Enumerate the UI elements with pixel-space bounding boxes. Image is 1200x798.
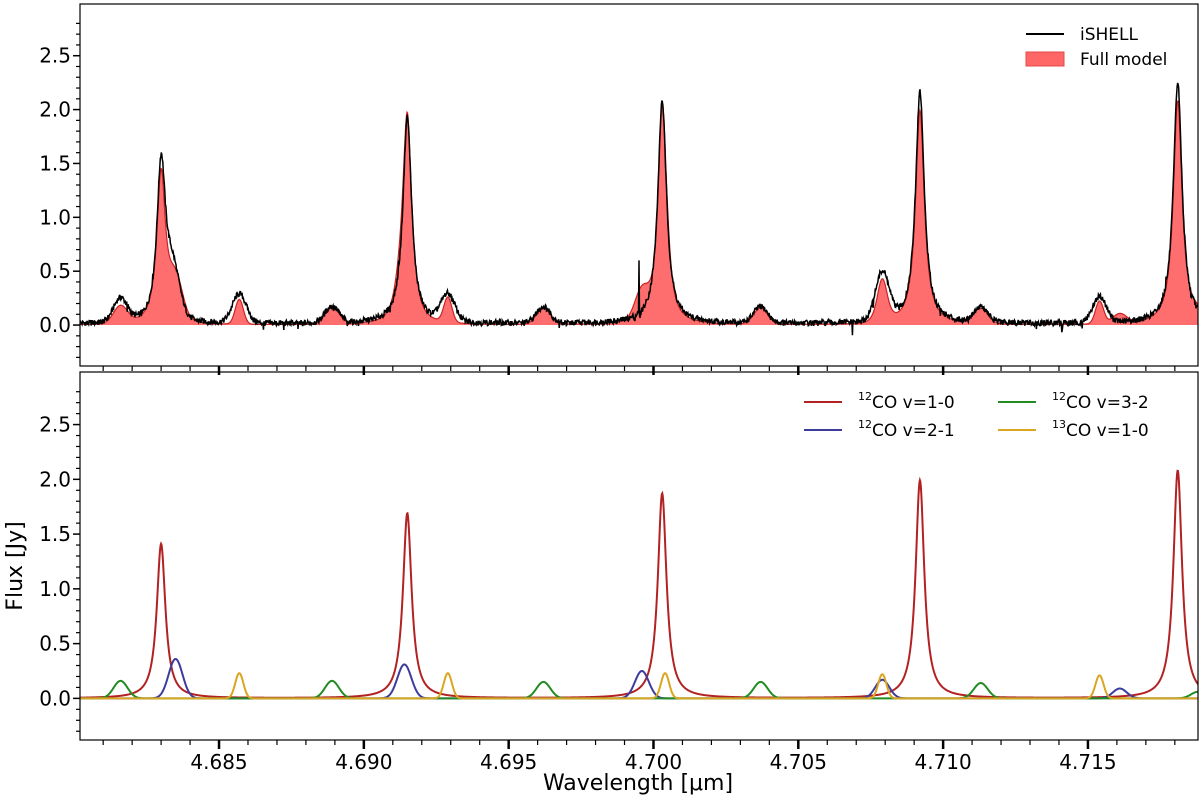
legend-label-1: 12CO v=2-1	[858, 418, 955, 441]
bottom-ytick-label-5: 2.5	[39, 413, 71, 437]
xtick-label-6: 4.715	[1059, 750, 1116, 774]
xtick-label-1: 4.690	[335, 750, 392, 774]
bottom-ytick-label-1: 0.5	[39, 632, 71, 656]
bottom-ytick-label-3: 1.5	[39, 522, 71, 546]
legend-full-model-swatch	[1025, 51, 1065, 67]
top-legend: iSHELL Full model	[1025, 25, 1167, 70]
bottom-legend: 12CO v=1-0 12CO v=2-1 12CO v=3-2 13CO v=1-0	[804, 390, 1149, 441]
series-line-0	[80, 469, 1198, 699]
bottom-ytick-label-0: 0.0	[39, 686, 71, 710]
legend-label-0: 12CO v=1-0	[858, 390, 955, 413]
bottom-ytick-label-2: 1.0	[39, 577, 71, 601]
bottom-plot-area	[80, 469, 1198, 700]
xtick-label-5: 4.710	[914, 750, 971, 774]
top-ytick-label-1: 0.5	[39, 259, 71, 283]
bottom-ytick-label-4: 2.0	[39, 467, 71, 491]
ishell-spectrum-line	[80, 82, 1198, 336]
top-ytick-label-5: 2.5	[39, 44, 71, 68]
legend-full-model-label: Full model	[1080, 50, 1167, 70]
bottom-panel: 0.0 0.5 1.0 1.5 2.0 2.5 4.685 4.690 4.695 4.700 4.…	[39, 371, 1199, 774]
xtick-label-3: 4.700	[625, 750, 682, 774]
top-ytick-label-3: 1.5	[39, 151, 71, 175]
bottom-frame	[79, 371, 1199, 741]
xtick-label-4: 4.705	[770, 750, 827, 774]
series-line-3	[80, 672, 1198, 700]
top-ytick-label-2: 1.0	[39, 205, 71, 229]
legend-label-3: 13CO v=1-0	[1052, 418, 1149, 441]
y-axis-label: Flux [Jy]	[3, 521, 28, 610]
xtick-label-0: 4.685	[190, 750, 247, 774]
top-ytick-label-0: 0.0	[39, 313, 71, 337]
top-panel: 0.0 0.5 1.0 1.5 2.0 2.5 iSHELL Full model	[39, 3, 1199, 375]
full-model-area	[80, 101, 1198, 326]
top-plot-area	[80, 82, 1198, 336]
x-axis-label: Wavelength [μm]	[543, 771, 733, 796]
top-ytick-label-4: 2.0	[39, 98, 71, 122]
series-line-1	[80, 657, 1198, 700]
legend-label-2: 12CO v=3-2	[1052, 390, 1149, 413]
xtick-label-2: 4.695	[480, 750, 537, 774]
legend-ishell-label: iSHELL	[1080, 25, 1139, 45]
